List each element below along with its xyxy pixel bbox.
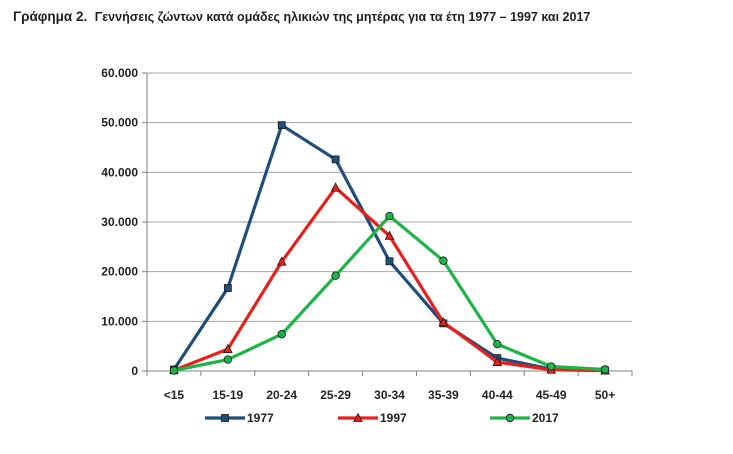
y-tick-labels: 0 10.000 20.000 30.000 40.000 50.000 60.000 (101, 66, 138, 378)
x-tick-label: 35-39 (428, 388, 459, 402)
x-tick-label: <15 (164, 388, 185, 402)
data-point (169, 366, 179, 375)
data-point (223, 284, 232, 292)
y-tick-label: 50.000 (101, 116, 138, 130)
legend-item-1977: 1977 (205, 411, 274, 425)
data-point (331, 155, 340, 164)
chart-title: Γεννήσεις ζώντων κατά ομάδες ηλικιών της… (94, 10, 591, 24)
data-point (221, 414, 229, 422)
y-tick-label: 10.000 (101, 314, 138, 328)
gridlines (147, 72, 632, 322)
legend-label: 1997 (380, 411, 407, 425)
x-tick-label: 40-44 (482, 388, 513, 402)
data-point (222, 343, 233, 354)
y-tick-label: 30.000 (101, 215, 138, 229)
data-point (385, 257, 394, 266)
x-tick-label: 30-34 (374, 388, 405, 402)
x-tick-label: 50+ (595, 388, 615, 402)
chart-caption: Γράφημα 2. Γεννήσεις ζώντων κατά ομάδες … (13, 9, 590, 24)
y-tick-label: 20.000 (101, 265, 138, 279)
data-point (439, 256, 448, 265)
axes (142, 72, 633, 376)
data-point (385, 211, 394, 221)
x-tick-label: 15-19 (212, 388, 243, 402)
legend-label: 2017 (532, 411, 559, 425)
data-point (492, 356, 503, 366)
x-tick-label: 25-29 (320, 388, 351, 402)
x-tick-labels: <15 15-19 20-24 25-29 30-34 35-39 40-44 45-49 50… (164, 388, 615, 402)
data-point (384, 230, 395, 240)
data-point (276, 256, 287, 266)
chart-caption-label: Γράφημα 2. (13, 9, 88, 24)
legend: 1977 1997 2017 (205, 411, 559, 425)
y-tick-label: 0 (131, 364, 138, 378)
x-tick-label: 45-49 (536, 388, 567, 402)
data-point (277, 330, 286, 339)
series-lines (169, 121, 610, 375)
data-point (353, 412, 363, 422)
legend-item-1997: 1997 (338, 411, 407, 425)
legend-label: 1977 (247, 411, 274, 425)
series-2017 (169, 211, 610, 375)
y-tick-label: 60.000 (101, 66, 138, 80)
y-tick-label: 40.000 (101, 165, 138, 179)
x-tick-label: 20-24 (266, 388, 297, 402)
data-point (277, 121, 286, 130)
data-point (600, 365, 610, 374)
data-point (330, 182, 341, 192)
data-point (223, 355, 233, 364)
data-point (331, 271, 340, 280)
data-point (505, 413, 515, 423)
legend-item-2017: 2017 (490, 411, 559, 425)
data-point (546, 362, 556, 371)
data-point (493, 339, 502, 349)
data-point (438, 316, 449, 327)
